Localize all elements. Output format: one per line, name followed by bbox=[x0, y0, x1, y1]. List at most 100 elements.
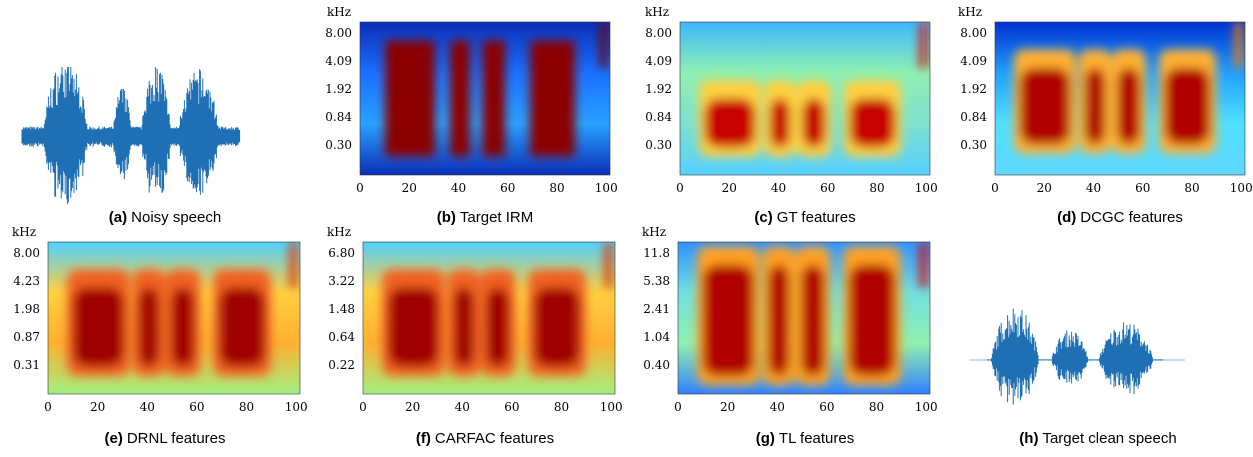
y-tick-label: 1.92 bbox=[645, 82, 672, 96]
plot-frame bbox=[359, 21, 611, 176]
energy bbox=[67, 242, 297, 376]
x-tick-label: 20 bbox=[722, 181, 737, 195]
x-tick-label: 80 bbox=[554, 400, 569, 414]
x-tick-label: 20 bbox=[405, 400, 420, 414]
x-tick-label: 100 bbox=[595, 181, 618, 195]
caption-label: (e) bbox=[105, 430, 123, 447]
x-tick-label: 60 bbox=[189, 400, 204, 414]
unit-label: kHz bbox=[642, 225, 666, 239]
x-tick-label: 0 bbox=[356, 181, 364, 195]
y-tick-label: 1.98 bbox=[13, 302, 40, 316]
y-tick-label: 3.22 bbox=[328, 274, 355, 288]
energy-onset bbox=[919, 242, 927, 288]
y-tick-label: 0.84 bbox=[960, 110, 987, 124]
energy-blob bbox=[219, 287, 265, 367]
energy bbox=[699, 22, 927, 157]
waveform bbox=[21, 67, 241, 205]
energy-blob bbox=[534, 287, 580, 367]
x-tick-label: 80 bbox=[549, 181, 564, 195]
x-tick-label: 60 bbox=[504, 400, 519, 414]
x-tick-label: 100 bbox=[285, 400, 308, 414]
y-tick-label: 4.09 bbox=[645, 54, 672, 68]
x-tick-label: 0 bbox=[676, 181, 684, 195]
x-tick-label: 60 bbox=[820, 181, 835, 195]
x-tick-label: 40 bbox=[770, 400, 785, 414]
caption: (e) DRNL features bbox=[105, 430, 226, 447]
caption-text: Target IRM bbox=[460, 209, 533, 226]
x-tick-label: 80 bbox=[869, 400, 884, 414]
energy-blob bbox=[849, 264, 895, 376]
y-tick-label: 0.84 bbox=[645, 110, 672, 124]
spectrogram bbox=[995, 22, 1245, 175]
x-tick-label: 40 bbox=[140, 400, 155, 414]
unit-label: kHz bbox=[12, 225, 36, 239]
y-tick-label: 8.00 bbox=[325, 26, 352, 40]
x-tick-label: 60 bbox=[819, 400, 834, 414]
x-tick-label: 40 bbox=[1086, 181, 1101, 195]
energy-onset bbox=[1235, 22, 1242, 68]
unit-label: kHz bbox=[327, 5, 351, 19]
energy-blob bbox=[482, 40, 505, 157]
x-tick-label: 0 bbox=[359, 400, 367, 414]
plot-frame bbox=[679, 21, 931, 176]
energy-blob bbox=[1085, 67, 1105, 145]
caption-text: DRNL features bbox=[127, 430, 226, 447]
y-tick-label: 6.80 bbox=[328, 246, 355, 260]
unit-label: kHz bbox=[327, 225, 351, 239]
caption: (g) TL features bbox=[756, 430, 854, 447]
y-tick-label: 0.31 bbox=[13, 358, 40, 372]
spectrogram bbox=[678, 242, 930, 394]
waveform bbox=[969, 308, 1185, 405]
energy-blob bbox=[802, 98, 825, 148]
x-tick-label: 100 bbox=[600, 400, 623, 414]
y-tick-label: 0.22 bbox=[328, 358, 355, 372]
caption-text: Noisy speech bbox=[131, 209, 221, 226]
energy-blob bbox=[73, 287, 124, 367]
y-tick-label: 2.41 bbox=[643, 302, 670, 316]
x-tick-label: 100 bbox=[1230, 181, 1253, 195]
caption-label: (c) bbox=[754, 209, 772, 226]
y-tick-label: 0.30 bbox=[325, 138, 352, 152]
x-tick-label: 60 bbox=[1135, 181, 1150, 195]
x-tick-label: 20 bbox=[720, 400, 735, 414]
energy-blob bbox=[385, 40, 435, 157]
y-tick-label: 5.38 bbox=[643, 274, 670, 288]
caption: (b) Target IRM bbox=[437, 209, 534, 226]
y-tick-label: 0.30 bbox=[960, 138, 987, 152]
y-tick-label: 11.8 bbox=[643, 246, 670, 260]
spectrogram bbox=[48, 242, 300, 394]
caption-text: DCGC features bbox=[1080, 209, 1183, 226]
x-tick-label: 20 bbox=[1037, 181, 1052, 195]
x-tick-label: 40 bbox=[451, 181, 466, 195]
y-tick-label: 8.00 bbox=[645, 26, 672, 40]
unit-label: kHz bbox=[645, 5, 669, 19]
x-tick-label: 80 bbox=[869, 181, 884, 195]
y-tick-label: 1.04 bbox=[643, 330, 670, 344]
caption: (h) Target clean speech bbox=[1019, 430, 1176, 447]
energy-blob bbox=[388, 287, 439, 367]
y-tick-label: 0.64 bbox=[328, 330, 355, 344]
energy-onset bbox=[604, 242, 612, 288]
caption: (c) GT features bbox=[754, 209, 855, 226]
x-tick-label: 20 bbox=[402, 181, 417, 195]
energy-blob bbox=[801, 264, 825, 376]
plot-frame bbox=[677, 241, 931, 395]
caption-text: Target clean speech bbox=[1042, 430, 1176, 447]
y-tick-label: 8.00 bbox=[13, 246, 40, 260]
x-tick-label: 100 bbox=[915, 400, 938, 414]
y-tick-label: 4.09 bbox=[325, 54, 352, 68]
plot-frame bbox=[994, 21, 1246, 176]
x-tick-label: 0 bbox=[674, 400, 682, 414]
energy-blob bbox=[486, 287, 510, 367]
energy-onset bbox=[920, 22, 927, 68]
caption-label: (d) bbox=[1057, 209, 1076, 226]
y-tick-label: 1.48 bbox=[328, 302, 355, 316]
energy-blob bbox=[1117, 67, 1140, 145]
caption: (a) Noisy speech bbox=[109, 209, 221, 226]
energy-blob bbox=[850, 98, 895, 148]
x-tick-label: 60 bbox=[500, 181, 515, 195]
y-tick-label: 4.23 bbox=[13, 274, 40, 288]
caption-label: (a) bbox=[109, 209, 127, 226]
x-tick-label: 80 bbox=[1184, 181, 1199, 195]
